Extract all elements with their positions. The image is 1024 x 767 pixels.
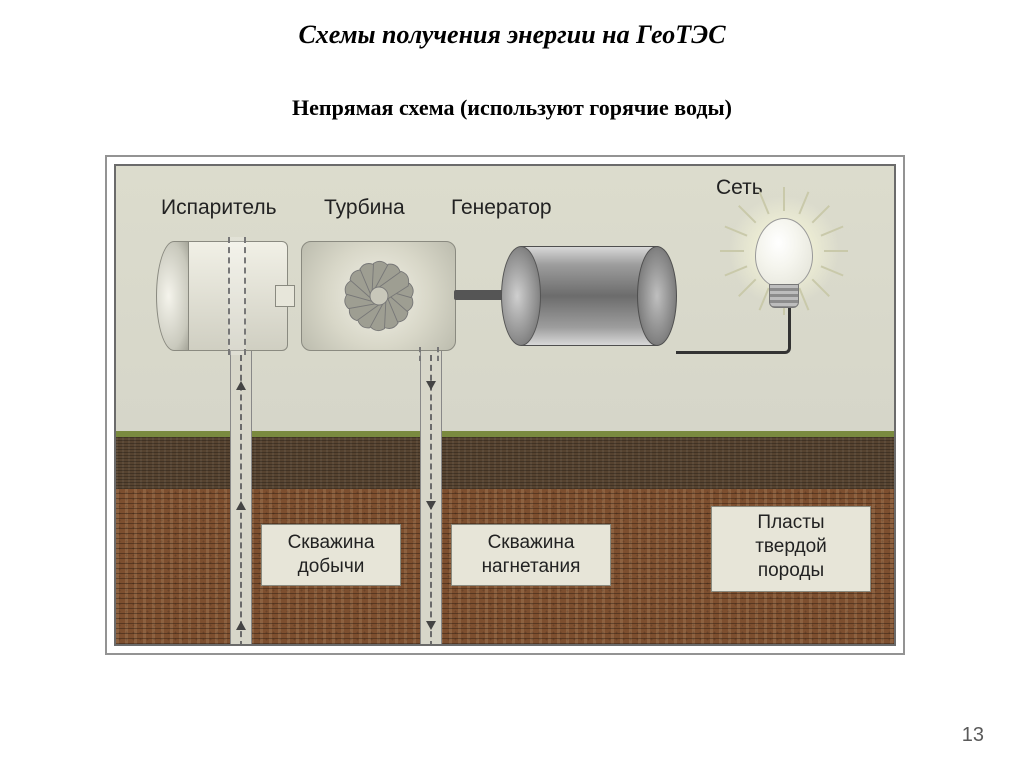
turbine-shell: [301, 241, 456, 351]
flow-arrow-icon: [236, 501, 246, 510]
flow-arrow-icon: [236, 621, 246, 630]
turbine-rotor: [334, 251, 424, 341]
page-subtitle: Непрямая схема (используют горячие воды): [0, 95, 1024, 121]
turbine-drain: [419, 347, 439, 361]
evaporator-internal-pipe: [228, 237, 246, 355]
label-hard-rock: Пласты твердой породы: [711, 506, 871, 592]
flow-arrow-icon: [426, 621, 436, 630]
page-number: 13: [962, 724, 984, 747]
evaporator: [156, 241, 291, 351]
drive-shaft: [454, 290, 504, 300]
flow-arrow-icon: [236, 381, 246, 390]
label-turbine: Турбина: [324, 196, 405, 220]
generator-frontcap: [637, 246, 677, 346]
bulb-glass: [755, 218, 813, 288]
label-evaporator: Испаритель: [161, 196, 277, 220]
evaporator-dome: [156, 241, 191, 351]
label-injection-well: Скважина нагнетания: [451, 524, 611, 586]
flow-arrow-icon: [426, 381, 436, 390]
turbine: [301, 241, 456, 351]
flow-arrow-icon: [426, 501, 436, 510]
bulb-base: [769, 284, 799, 308]
label-generator: Генератор: [451, 196, 552, 220]
evaporator-outlet: [275, 285, 295, 307]
page-title: Схемы получения энергии на ГеоТЭС: [0, 20, 1024, 50]
label-production-well: Скважина добычи: [261, 524, 401, 586]
generator-endcap: [501, 246, 541, 346]
turbine-blades-icon: [334, 251, 424, 341]
production-well: [231, 351, 251, 646]
light-bulb: [724, 206, 844, 356]
generator: [501, 246, 676, 346]
diagram-frame: Испаритель Турбина Генератор Сеть: [105, 155, 905, 655]
diagram-canvas: Испаритель Турбина Генератор Сеть: [114, 164, 896, 646]
injection-well: [421, 351, 441, 646]
